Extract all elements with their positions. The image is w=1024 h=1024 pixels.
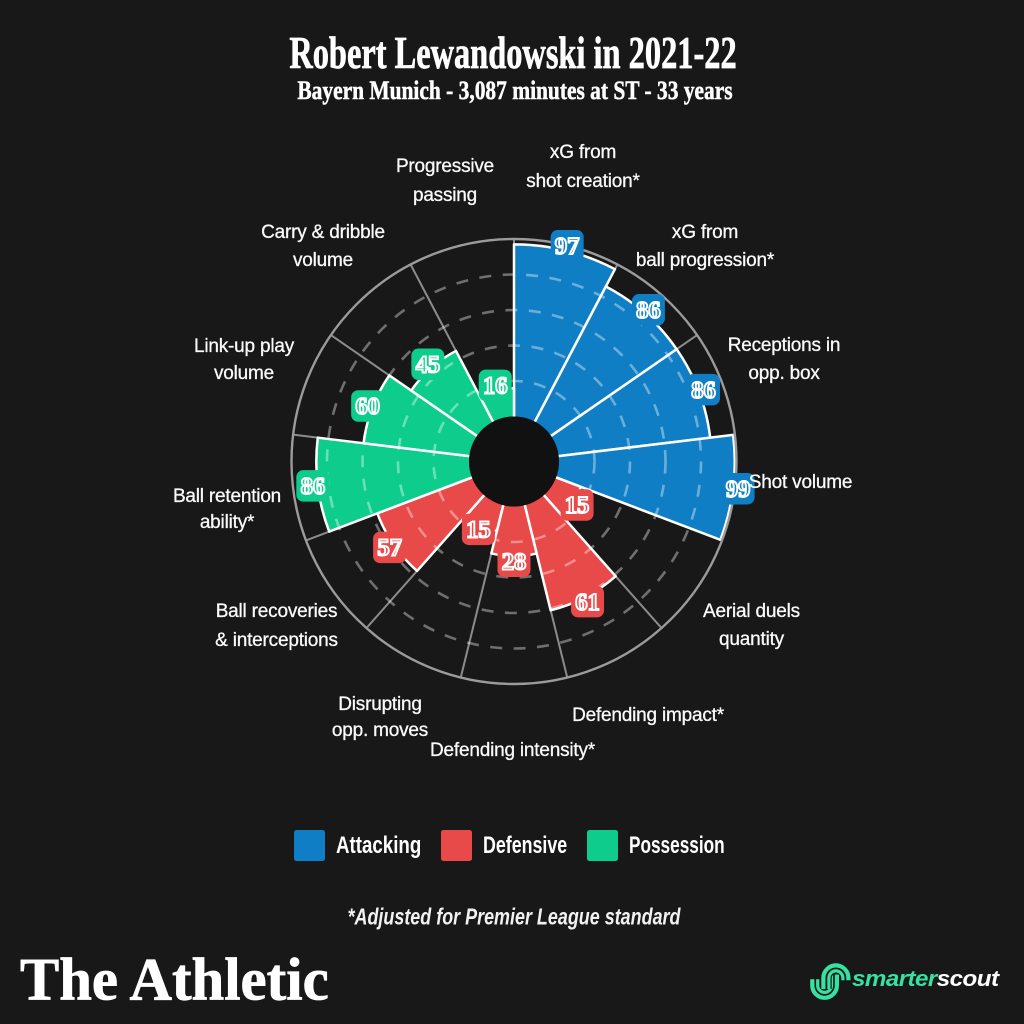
svg-text:99: 99 xyxy=(726,476,751,503)
svg-text:60: 60 xyxy=(355,393,380,420)
svg-text:86: 86 xyxy=(301,473,326,500)
svg-text:57: 57 xyxy=(377,535,402,562)
svg-text:86: 86 xyxy=(691,377,716,404)
svg-text:86: 86 xyxy=(636,297,661,324)
svg-text:15: 15 xyxy=(565,492,590,519)
svg-text:28: 28 xyxy=(502,548,527,575)
svg-text:45: 45 xyxy=(416,351,441,378)
svg-text:97: 97 xyxy=(555,233,580,260)
svg-text:16: 16 xyxy=(483,373,508,400)
svg-text:15: 15 xyxy=(466,517,491,544)
svg-text:61: 61 xyxy=(575,589,600,616)
